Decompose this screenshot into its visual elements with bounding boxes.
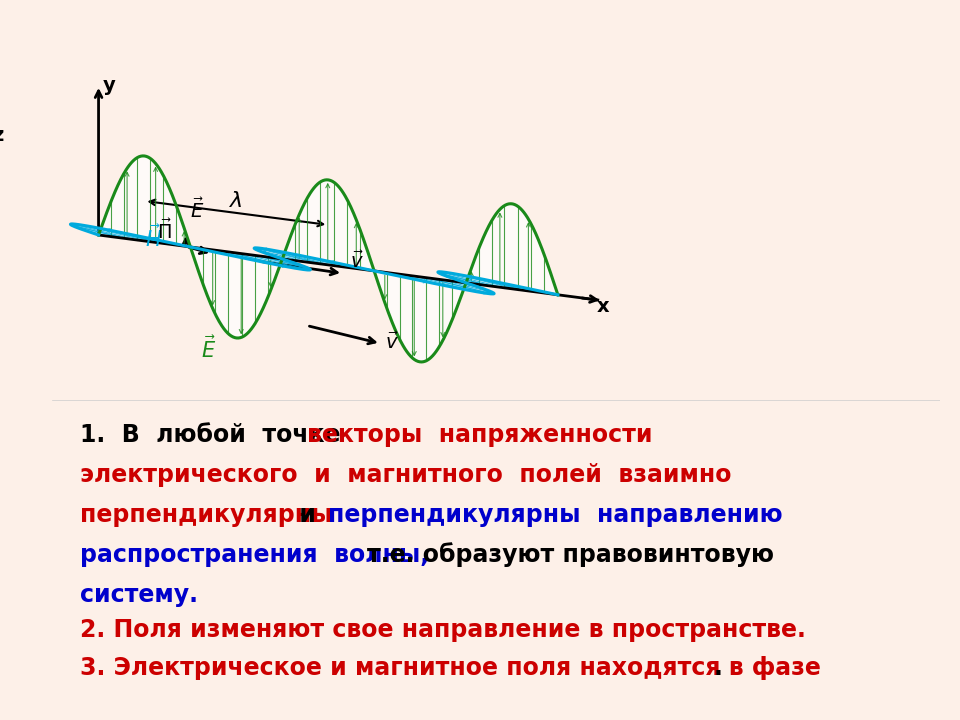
Text: $\vec{v}$: $\vec{v}$ bbox=[385, 331, 399, 353]
Polygon shape bbox=[373, 270, 466, 362]
Polygon shape bbox=[254, 248, 373, 271]
Polygon shape bbox=[466, 204, 558, 294]
Polygon shape bbox=[281, 180, 373, 271]
Text: систему.: систему. bbox=[80, 583, 198, 607]
Polygon shape bbox=[190, 245, 281, 338]
Text: и: и bbox=[291, 503, 332, 527]
Text: т.е. образуют правовинтовую: т.е. образуют правовинтовую bbox=[367, 543, 774, 567]
Bar bbox=[53, 400, 940, 720]
Text: перпендикулярны  направлению: перпендикулярны направлению bbox=[327, 503, 782, 527]
Text: перпендикулярны: перпендикулярны bbox=[80, 503, 332, 527]
Text: 1.  В  любой  точке: 1. В любой точке bbox=[80, 423, 357, 447]
Text: $\vec{H}$: $\vec{H}$ bbox=[145, 224, 162, 251]
Polygon shape bbox=[188, 246, 310, 270]
Text: $\vec{v}$: $\vec{v}$ bbox=[350, 251, 364, 272]
Polygon shape bbox=[70, 224, 190, 247]
Text: $\vec{E}$: $\vec{E}$ bbox=[201, 335, 216, 362]
Text: $\vec{E}$: $\vec{E}$ bbox=[190, 198, 204, 222]
Text: векторы  напряженности: векторы напряженности bbox=[306, 423, 652, 447]
Text: y: y bbox=[103, 76, 116, 94]
Text: 2. Поля изменяют свое направление в пространстве.: 2. Поля изменяют свое направление в прос… bbox=[80, 618, 806, 642]
Text: λ: λ bbox=[229, 191, 243, 211]
Text: распространения  волны,: распространения волны, bbox=[80, 543, 445, 567]
Polygon shape bbox=[99, 156, 190, 247]
Text: z: z bbox=[0, 125, 3, 145]
Text: .: . bbox=[713, 656, 722, 680]
Text: $\vec{\Pi}$: $\vec{\Pi}$ bbox=[156, 218, 172, 243]
Text: x: x bbox=[597, 297, 610, 316]
Polygon shape bbox=[372, 271, 494, 294]
Text: электрического  и  магнитного  полей  взаимно: электрического и магнитного полей взаимн… bbox=[80, 463, 732, 487]
Text: 3. Электрическое и магнитное поля находятся в фазе: 3. Электрическое и магнитное поля находя… bbox=[80, 656, 821, 680]
Polygon shape bbox=[438, 271, 558, 294]
